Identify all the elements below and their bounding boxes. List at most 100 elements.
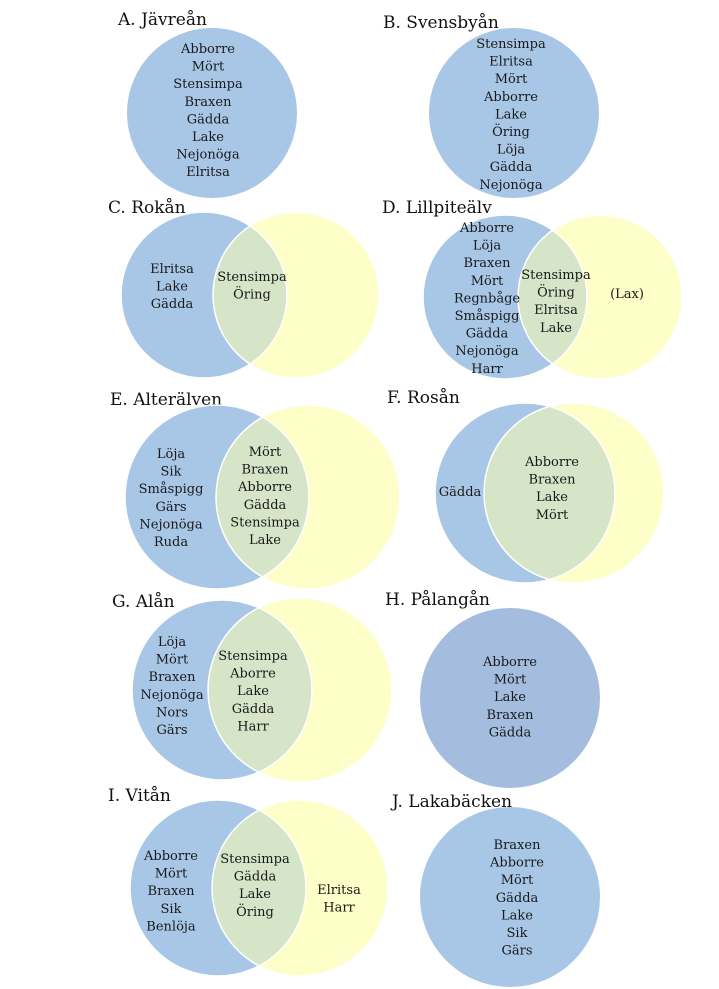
left-species-label: Nors xyxy=(156,705,188,720)
overlap-species-label: Braxen xyxy=(242,463,290,478)
circle-shape xyxy=(420,807,600,987)
diagram-title: A. Jävreån xyxy=(117,10,207,30)
overlap-species-label: Abborre xyxy=(524,455,579,470)
overlap-region xyxy=(518,215,587,379)
overlap-species-label: Lake xyxy=(237,684,269,699)
diagram-a: A. Jävreån Abborre Mört Stensimpa Braxen Gädd… xyxy=(117,10,297,198)
overlap-region xyxy=(212,800,306,976)
overlap-species-label: Lake xyxy=(536,490,568,505)
left-species-label: Lake xyxy=(495,107,527,122)
left-species-label: Öring xyxy=(492,123,530,140)
left-species-label: Löja xyxy=(473,239,501,254)
left-species-label: Elritsa xyxy=(150,262,194,277)
left-species-label: Gärs xyxy=(155,500,186,515)
left-species-label: Gärs xyxy=(156,723,187,738)
left-species-label: Gädda xyxy=(187,112,230,127)
left-species-label: Nejonöga xyxy=(139,517,202,532)
left-species-label: Braxen xyxy=(148,884,196,899)
left-species-label: Nejonöga xyxy=(140,688,203,703)
left-species-label: Abborre xyxy=(482,655,537,670)
overlap-species-label: Lake xyxy=(249,533,281,548)
left-species-label: Abborre xyxy=(483,90,538,105)
left-species-label: Sik xyxy=(507,926,528,941)
left-species-label: Braxen xyxy=(464,256,512,271)
left-species-label: Harr xyxy=(471,362,503,377)
left-species-label: Braxen xyxy=(149,670,197,685)
left-species-label: Stensimpa xyxy=(173,77,243,92)
left-species-label: Småspigg xyxy=(455,308,520,324)
overlap-species-label: Öring xyxy=(233,286,271,303)
left-species-label: Löja xyxy=(158,635,186,650)
overlap-species-label: Braxen xyxy=(529,473,577,488)
diagram-title: C. Rokån xyxy=(108,198,186,218)
diagram-title: E. Alterälven xyxy=(110,390,222,410)
overlap-region xyxy=(216,405,309,589)
diagram-h: H. Pålangån Abborre Mört Lake Braxen Gädda xyxy=(385,590,600,788)
right-circle-outline xyxy=(517,214,683,380)
left-species-label: Gädda xyxy=(490,160,533,175)
left-species-label: Småspigg xyxy=(139,481,204,497)
left-circle-outline xyxy=(434,402,616,584)
right-species-label: (Lax) xyxy=(610,287,644,302)
left-species-label: Gädda xyxy=(489,725,532,740)
left-species-label: Abborre xyxy=(489,856,544,871)
circle-shape xyxy=(127,28,297,198)
right-species-label: Harr xyxy=(323,901,355,916)
diagram-j: J. Lakabäcken Braxen Abborre Mört Gädda Lake S… xyxy=(390,792,600,987)
left-species-label: Lake xyxy=(501,908,533,923)
overlap-species-label: Lake xyxy=(540,321,572,336)
left-species-label: Nejonöga xyxy=(455,344,518,359)
left-species-label: Mört xyxy=(494,673,527,688)
overlap-species-label: Aborre xyxy=(229,667,276,682)
right-circle-outline xyxy=(215,404,401,590)
overlap-species-label: Öring xyxy=(236,903,274,920)
left-species-label: Abborre xyxy=(459,221,514,236)
left-species-label: Abborre xyxy=(180,42,235,57)
right-circle-outline xyxy=(207,597,393,783)
left-species-label: Sik xyxy=(161,902,182,917)
overlap-species-label: Stensimpa xyxy=(218,649,288,664)
left-species-label: Elritsa xyxy=(186,165,230,180)
left-species-label: Abborre xyxy=(143,849,198,864)
diagram-title: I. Vitån xyxy=(108,786,171,806)
left-species-label: Gädda xyxy=(439,485,482,500)
left-species-label: Mört xyxy=(495,72,528,87)
overlap-species-label: Mört xyxy=(249,445,282,460)
diagram-i: I. Vitån Abborre Mört Braxen Sik Benlöja Stens… xyxy=(108,786,389,977)
overlap-region xyxy=(208,600,312,780)
left-species-label: Lake xyxy=(192,130,224,145)
overlap-species-label: Stensimpa xyxy=(230,515,300,530)
overlap-species-label: Stensimpa xyxy=(521,268,591,283)
left-species-label: Mört xyxy=(501,873,534,888)
overlap-species-label: Öring xyxy=(537,284,575,301)
left-circle-outline xyxy=(120,211,288,379)
overlap-species-label: Mört xyxy=(536,508,569,523)
left-species-label: Lake xyxy=(494,690,526,705)
right-circle-outline xyxy=(211,799,389,977)
left-species-label: Stensimpa xyxy=(476,37,546,52)
diagram-title: G. Alån xyxy=(112,592,175,612)
left-species-label: Gädda xyxy=(151,297,194,312)
overlap-region xyxy=(484,403,615,583)
right-circle-outline xyxy=(212,211,380,379)
left-circle-outline xyxy=(131,599,313,781)
overlap-species-label: Lake xyxy=(239,887,271,902)
right-circle-outline xyxy=(483,402,665,584)
diagram-f: F. Rosån Gädda Abborre Braxen Lake Mört xyxy=(387,388,665,584)
left-species-label: Braxen xyxy=(487,708,535,723)
diagram-d: D. Lillpiteälv Abborre Löja Braxen MörtRegnb… xyxy=(382,198,683,380)
left-species-label: Mört xyxy=(192,60,225,75)
overlap-region xyxy=(213,212,287,378)
left-circle-outline xyxy=(124,404,310,590)
diagram-title: D. Lillpiteälv xyxy=(382,198,492,218)
left-species-label: Benlöja xyxy=(146,919,196,934)
left-species-label: Löja xyxy=(157,447,185,462)
left-species-label: Nejonöga xyxy=(176,148,239,163)
diagram-title: J. Lakabäcken xyxy=(390,792,512,812)
left-species-label: Lake xyxy=(156,280,188,295)
overlap-species-label: Gädda xyxy=(244,498,287,513)
left-species-label: Gädda xyxy=(496,891,539,906)
left-species-label: Mört xyxy=(155,867,188,882)
